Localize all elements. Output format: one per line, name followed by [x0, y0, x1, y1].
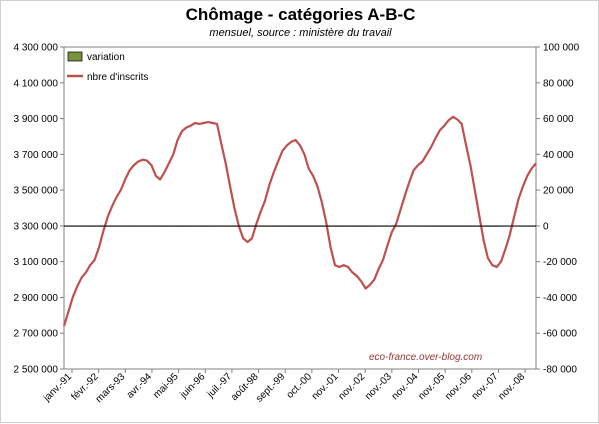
plot-area — [63, 46, 537, 370]
right-tick-label: 60 000 — [543, 114, 574, 125]
left-tick-label: 2 900 000 — [14, 293, 59, 304]
right-tick-label: 80 000 — [543, 78, 574, 89]
left-tick-label: 4 100 000 — [14, 78, 59, 89]
x-tick-label: janv.-91 — [41, 371, 74, 404]
legend-swatch-variation — [67, 51, 83, 62]
legend-label-inscrits: nbre d'inscrits — [87, 72, 148, 83]
chart-title: Chômage - catégories A-B-C — [185, 5, 416, 24]
x-tick-label: nov.-07 — [470, 371, 501, 402]
right-tick-label: 40 000 — [543, 150, 574, 161]
left-tick-label: 3 700 000 — [14, 150, 59, 161]
left-tick-label: 2 500 000 — [14, 365, 59, 376]
x-tick-label: nov.-02 — [336, 371, 367, 402]
right-tick-label: -40 000 — [543, 293, 577, 304]
chart-subtitle: mensuel, source : ministère du travail — [209, 27, 392, 39]
x-tick-label: nov.-04 — [390, 371, 421, 402]
legend: variation nbre d'inscrits — [67, 51, 148, 83]
source-note: eco-france.over-blog.com — [369, 352, 482, 363]
left-tick-label: 3 500 000 — [14, 186, 59, 197]
x-axis-ticks: janv.-91févr.-92mars-93avr.-94mai-95juin… — [41, 369, 528, 405]
right-tick-label: -80 000 — [543, 365, 577, 376]
legend-label-variation: variation — [87, 52, 125, 63]
x-tick-label: nov.-01 — [310, 371, 341, 402]
inscrits-line — [62, 115, 537, 327]
left-tick-label: 3 900 000 — [14, 114, 59, 125]
x-tick-label: oct.-00 — [285, 371, 315, 401]
x-tick-label: juin-96 — [178, 371, 208, 401]
right-axis-ticks: -80 000 -60 000 -40 000 -20 000 0 20 000 40 00… — [536, 43, 580, 376]
right-tick-label: -20 000 — [543, 257, 577, 268]
right-tick-label: -60 000 — [543, 329, 577, 340]
x-tick-label: sept.-99 — [254, 371, 288, 405]
left-tick-label: 3 100 000 — [14, 257, 59, 268]
x-tick-label: mai-95 — [151, 371, 181, 401]
x-tick-label: nov.-05 — [416, 371, 447, 402]
x-tick-label: avr.-94 — [125, 371, 155, 401]
x-tick-label: mars-93 — [94, 371, 128, 405]
x-tick-label: nov.-08 — [496, 371, 527, 402]
left-axis-ticks: 2 500 000 2 700 000 2 900 000 3 100 000 3 30… — [14, 43, 64, 376]
left-tick-label: 2 700 000 — [14, 329, 59, 340]
left-tick-label: 3 300 000 — [14, 221, 59, 232]
left-tick-label: 4 300 000 — [14, 43, 59, 54]
x-tick-label: nov.-03 — [363, 371, 394, 402]
right-tick-label: 100 000 — [543, 43, 580, 54]
x-tick-label: nov.-06 — [443, 371, 474, 402]
right-tick-label: 0 — [543, 221, 549, 232]
right-tick-label: 20 000 — [543, 186, 574, 197]
